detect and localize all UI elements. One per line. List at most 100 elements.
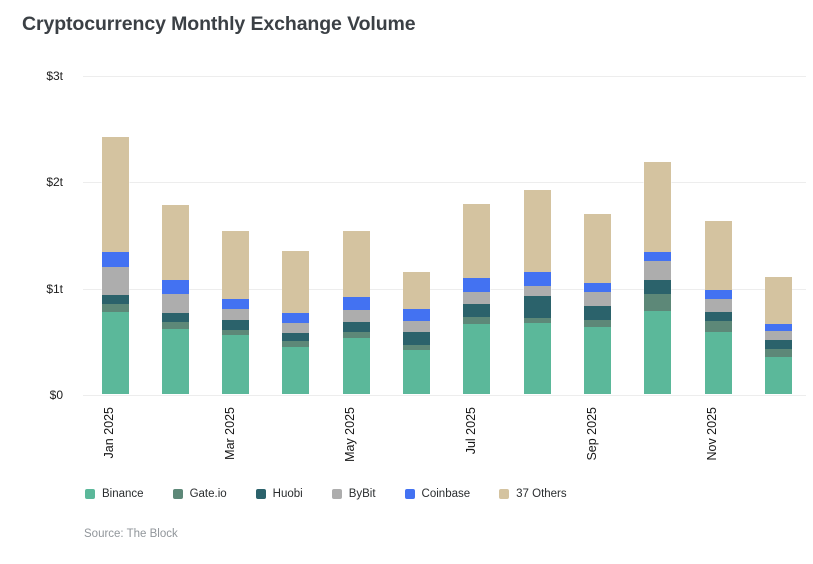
bar-column-sep-2025 (583, 213, 613, 395)
bar-segment-gate-io-oct-2025[interactable] (644, 293, 672, 311)
bar-segment-coinbase-aug-2025[interactable] (523, 271, 551, 286)
bar-segment-huobi-aug-2025[interactable] (523, 296, 551, 319)
bar-segment-binance-mar-2025[interactable] (222, 335, 250, 394)
bar-segment-coinbase-jun-2025[interactable] (403, 309, 431, 321)
bar-segment-bybit-sep-2025[interactable] (584, 292, 612, 306)
bar-segment-binance-feb-2025[interactable] (161, 328, 189, 394)
bar-segment-37-others-oct-2025[interactable] (644, 162, 672, 252)
bar-segment-gate-io-jan-2025[interactable] (101, 304, 129, 312)
legend-item-gate-io[interactable]: Gate.io (172, 488, 227, 500)
bar-segment-coinbase-mar-2025[interactable] (222, 299, 250, 309)
legend-label-binance: Binance (102, 488, 144, 500)
bar-segment-binance-may-2025[interactable] (342, 338, 370, 394)
gridline-0 (83, 395, 806, 396)
bar-segment-binance-dec-2025[interactable] (765, 357, 793, 394)
legend-item-bybit[interactable]: ByBit (331, 488, 376, 500)
bar-segment-huobi-may-2025[interactable] (342, 321, 370, 333)
bar-segment-gate-io-jul-2025[interactable] (463, 317, 491, 324)
bar-segment-binance-oct-2025[interactable] (644, 310, 672, 394)
gridline-3t (83, 76, 806, 77)
bar-segment-huobi-jun-2025[interactable] (403, 332, 431, 345)
bar-column-mar-2025 (221, 230, 251, 395)
bar-segment-37-others-jun-2025[interactable] (403, 271, 431, 310)
bar-segment-coinbase-nov-2025[interactable] (704, 289, 732, 300)
bar-segment-binance-nov-2025[interactable] (704, 331, 732, 394)
bar-segment-bybit-apr-2025[interactable] (282, 322, 310, 334)
bar-segment-coinbase-dec-2025[interactable] (765, 323, 793, 332)
bar-segment-37-others-feb-2025[interactable] (161, 204, 189, 281)
legend-swatch-coinbase (404, 489, 415, 499)
bar-column-oct-2025 (643, 161, 673, 395)
gridline-2t (83, 182, 806, 184)
bar-segment-gate-io-may-2025[interactable] (342, 332, 370, 339)
bar-segment-coinbase-sep-2025[interactable] (584, 282, 612, 293)
chart-title: Cryptocurrency Monthly Exchange Volume (22, 13, 416, 35)
legend-item-huobi[interactable]: Huobi (255, 488, 303, 500)
bar-segment-coinbase-apr-2025[interactable] (282, 313, 310, 323)
bar-segment-binance-aug-2025[interactable] (523, 323, 551, 394)
x-axis-tick-label-sep-2025: Sep 2025 (584, 407, 599, 461)
bar-segment-huobi-feb-2025[interactable] (161, 312, 189, 323)
legend-item-coinbase[interactable]: Coinbase (404, 488, 470, 500)
bar-segment-37-others-mar-2025[interactable] (222, 231, 250, 300)
bar-segment-bybit-jun-2025[interactable] (403, 320, 431, 333)
bar-segment-binance-sep-2025[interactable] (584, 326, 612, 394)
bar-segment-bybit-dec-2025[interactable] (765, 331, 793, 340)
bar-segment-gate-io-dec-2025[interactable] (765, 349, 793, 358)
bar-segment-gate-io-sep-2025[interactable] (584, 320, 612, 327)
x-axis-tick-label-jan-2025: Jan 2025 (102, 407, 116, 459)
bar-segment-37-others-aug-2025[interactable] (523, 189, 551, 272)
bar-segment-binance-jul-2025[interactable] (463, 323, 491, 394)
bar-segment-gate-io-feb-2025[interactable] (161, 322, 189, 329)
bar-segment-huobi-mar-2025[interactable] (222, 320, 250, 330)
bar-segment-bybit-feb-2025[interactable] (161, 294, 189, 313)
bar-segment-huobi-apr-2025[interactable] (282, 333, 310, 341)
bar-segment-bybit-aug-2025[interactable] (523, 285, 551, 297)
bar-segment-huobi-dec-2025[interactable] (765, 339, 793, 350)
bar-segment-bybit-mar-2025[interactable] (222, 308, 250, 321)
bar-segment-37-others-may-2025[interactable] (342, 231, 370, 298)
bar-segment-37-others-nov-2025[interactable] (704, 220, 732, 290)
bar-segment-huobi-jan-2025[interactable] (101, 294, 129, 305)
legend-swatch-huobi (255, 489, 266, 499)
bar-segment-coinbase-jul-2025[interactable] (463, 278, 491, 292)
bar-segment-huobi-sep-2025[interactable] (584, 305, 612, 321)
x-axis-tick-label-mar-2025: Mar 2025 (222, 407, 237, 460)
bar-segment-37-others-apr-2025[interactable] (282, 251, 310, 314)
legend-label-37-others: 37 Others (516, 488, 567, 500)
bar-segment-37-others-jul-2025[interactable] (463, 203, 491, 279)
bar-segment-gate-io-mar-2025[interactable] (222, 329, 250, 336)
bar-segment-huobi-oct-2025[interactable] (644, 280, 672, 294)
x-axis-tick-label-may-2025: May 2025 (343, 407, 358, 462)
legend: Binance Gate.io Huobi ByBit Coinbase 37 Other… (85, 488, 567, 500)
bar-segment-37-others-dec-2025[interactable] (765, 276, 793, 324)
bar-segment-binance-jun-2025[interactable] (403, 350, 431, 394)
y-axis-tick-label-0: $0 (49, 388, 63, 402)
bar-segment-binance-jan-2025[interactable] (101, 311, 129, 394)
bar-segment-bybit-nov-2025[interactable] (704, 299, 732, 313)
legend-item-binance[interactable]: Binance (85, 488, 144, 500)
legend-label-gate-io: Gate.io (189, 488, 227, 500)
bar-segment-37-others-sep-2025[interactable] (584, 214, 612, 283)
bar-segment-bybit-jan-2025[interactable] (101, 267, 129, 295)
bar-segment-gate-io-jun-2025[interactable] (403, 344, 431, 351)
bar-segment-bybit-may-2025[interactable] (342, 309, 370, 322)
bar-segment-bybit-jul-2025[interactable] (463, 291, 491, 304)
bar-column-jul-2025 (462, 202, 492, 395)
bar-segment-huobi-nov-2025[interactable] (704, 312, 732, 322)
bar-segment-huobi-jul-2025[interactable] (463, 303, 491, 318)
bar-segment-37-others-jan-2025[interactable] (101, 136, 129, 252)
bar-segment-coinbase-oct-2025[interactable] (644, 251, 672, 262)
bar-segment-coinbase-feb-2025[interactable] (161, 280, 189, 295)
bar-segment-gate-io-aug-2025[interactable] (523, 318, 551, 324)
bar-segment-binance-apr-2025[interactable] (282, 346, 310, 394)
bar-segment-coinbase-jan-2025[interactable] (101, 251, 129, 268)
legend-swatch-37-others (499, 489, 510, 499)
legend-item-37-others[interactable]: 37 Others (499, 488, 567, 500)
bar-segment-coinbase-may-2025[interactable] (342, 297, 370, 310)
y-axis-tick-label-1t: $1t (46, 281, 63, 296)
bar-segment-bybit-oct-2025[interactable] (644, 261, 672, 281)
legend-label-huobi: Huobi (272, 488, 303, 500)
bar-segment-gate-io-nov-2025[interactable] (704, 321, 732, 332)
bar-segment-gate-io-apr-2025[interactable] (282, 340, 310, 347)
